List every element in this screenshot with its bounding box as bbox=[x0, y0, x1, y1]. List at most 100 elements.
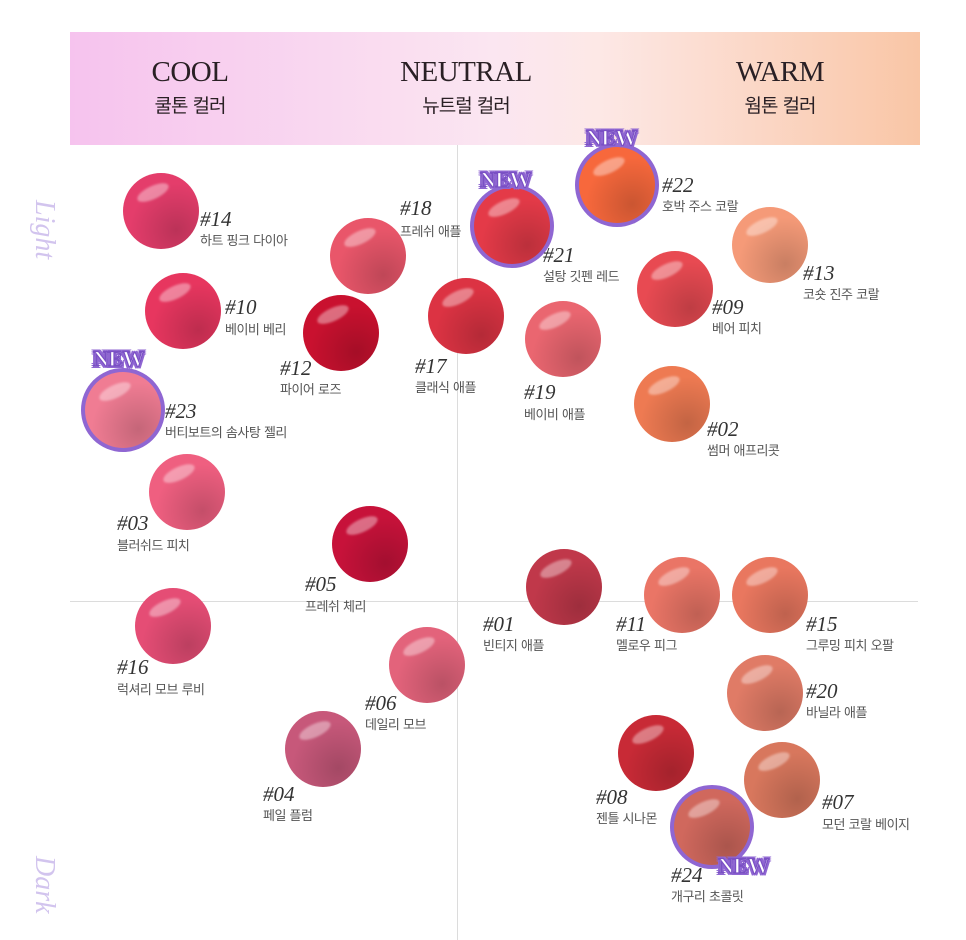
vertical-axis bbox=[457, 145, 458, 940]
light-axis-label: Light bbox=[29, 200, 60, 260]
swatch-circle-02 bbox=[634, 366, 710, 442]
swatch-circle-10 bbox=[145, 273, 221, 349]
swatch-circle-13 bbox=[732, 207, 808, 283]
swatch-shade bbox=[389, 627, 465, 703]
swatch-shade bbox=[85, 372, 161, 448]
swatch-number-14: #14 bbox=[200, 207, 232, 231]
swatch-number-17: #17 bbox=[415, 354, 447, 378]
swatch-name-02: 썸머 애프리콧 bbox=[707, 444, 780, 459]
swatch-shade bbox=[123, 173, 199, 249]
swatch-shade bbox=[285, 711, 361, 787]
swatch-number-21: #21 bbox=[543, 243, 575, 267]
warm-label: WARM bbox=[735, 56, 825, 88]
swatch-number-05: #05 bbox=[305, 572, 337, 596]
swatch-shade bbox=[330, 218, 406, 294]
swatch-name-13: 코숏 진주 코랄 bbox=[803, 288, 880, 303]
swatch-number-01: #01 bbox=[483, 612, 515, 636]
cool-column-header: COOL 쿨톤 컬러 bbox=[70, 56, 310, 120]
swatch-shade bbox=[303, 295, 379, 371]
swatch-name-05: 프레쉬 체리 bbox=[305, 600, 366, 615]
swatch-circle-18 bbox=[330, 218, 406, 294]
neutral-label-ko: 뉴트럴 컬러 bbox=[422, 95, 510, 117]
new-badge-24: NEW bbox=[717, 853, 770, 878]
swatch-circle-24 bbox=[674, 789, 750, 865]
swatch-shade bbox=[149, 454, 225, 530]
swatch-number-04: #04 bbox=[263, 782, 295, 806]
swatch-shade bbox=[732, 557, 808, 633]
swatch-name-07: 모던 코랄 베이지 bbox=[822, 818, 910, 833]
swatch-number-19: #19 bbox=[524, 380, 556, 404]
swatch-name-08: 젠틀 시나몬 bbox=[596, 812, 657, 827]
swatch-number-13: #13 bbox=[803, 261, 835, 285]
swatch-number-16: #16 bbox=[117, 655, 149, 679]
swatch-circle-06 bbox=[389, 627, 465, 703]
swatch-name-18: 프레쉬 애플 bbox=[400, 225, 461, 240]
swatch-shade bbox=[744, 742, 820, 818]
swatch-shade bbox=[644, 557, 720, 633]
swatch-circle-20 bbox=[727, 655, 803, 731]
swatch-shade bbox=[525, 301, 601, 377]
swatch-circle-01 bbox=[526, 549, 602, 625]
swatch-name-10: 베이비 베리 bbox=[225, 323, 286, 338]
swatch-number-20: #20 bbox=[806, 679, 838, 703]
swatch-name-17: 클래식 애플 bbox=[415, 381, 476, 396]
swatch-name-22: 호박 주스 코랄 bbox=[662, 200, 739, 215]
new-badge-21: NEW bbox=[479, 167, 532, 192]
cool-label: COOL bbox=[151, 56, 229, 88]
swatch-name-15: 그루밍 피치 오팔 bbox=[806, 639, 894, 654]
swatch-number-09: #09 bbox=[712, 295, 744, 319]
swatch-circle-16 bbox=[135, 588, 211, 664]
swatch-number-10: #10 bbox=[225, 295, 257, 319]
swatch-shade bbox=[674, 789, 750, 865]
swatch-shade bbox=[145, 273, 221, 349]
swatch-circle-22 bbox=[579, 147, 655, 223]
swatch-circle-17 bbox=[428, 278, 504, 354]
swatch-circle-11 bbox=[644, 557, 720, 633]
swatch-number-22: #22 bbox=[662, 173, 694, 197]
swatch-name-14: 하트 핑크 다이아 bbox=[200, 234, 288, 249]
cool-label-ko: 쿨톤 컬러 bbox=[154, 95, 227, 117]
swatch-name-19: 베이비 애플 bbox=[524, 408, 585, 423]
swatch-shade bbox=[727, 655, 803, 731]
swatch-name-11: 멜로우 피그 bbox=[616, 639, 677, 654]
swatch-name-16: 럭셔리 모브 루비 bbox=[117, 683, 205, 698]
swatch-shade bbox=[474, 188, 550, 264]
swatch-circle-23 bbox=[85, 372, 161, 448]
swatch-name-01: 빈티지 애플 bbox=[483, 639, 544, 654]
warm-label-ko: 웜톤 컬러 bbox=[744, 95, 817, 117]
swatch-number-11: #11 bbox=[616, 612, 646, 636]
swatch-shade bbox=[579, 147, 655, 223]
swatch-name-09: 베어 피치 bbox=[712, 322, 762, 337]
swatch-shade bbox=[634, 366, 710, 442]
swatch-circle-15 bbox=[732, 557, 808, 633]
swatch-shade bbox=[637, 251, 713, 327]
swatch-circle-12 bbox=[303, 295, 379, 371]
swatch-name-23: 버티보트의 솜사탕 젤리 bbox=[165, 426, 287, 441]
swatch-number-03: #03 bbox=[117, 511, 149, 535]
swatch-number-12: #12 bbox=[280, 356, 312, 380]
swatch-number-08: #08 bbox=[596, 785, 628, 809]
swatch-circle-19 bbox=[525, 301, 601, 377]
swatch-name-12: 파이어 로즈 bbox=[280, 383, 341, 398]
swatch-shade bbox=[526, 549, 602, 625]
swatch-shade bbox=[732, 207, 808, 283]
warm-column-header: WARM 웜톤 컬러 bbox=[660, 56, 900, 120]
new-badge-23: NEW bbox=[92, 346, 145, 371]
swatch-name-21: 설탕 깃펜 레드 bbox=[543, 270, 620, 285]
swatch-circle-21 bbox=[474, 188, 550, 264]
swatch-circle-08 bbox=[618, 715, 694, 791]
dark-axis-label: Dark bbox=[29, 856, 60, 914]
swatch-number-02: #02 bbox=[707, 417, 739, 441]
horizontal-axis bbox=[70, 601, 918, 602]
swatch-shade bbox=[135, 588, 211, 664]
swatch-name-20: 바닐라 애플 bbox=[806, 706, 867, 721]
swatch-shade bbox=[618, 715, 694, 791]
swatch-circle-04 bbox=[285, 711, 361, 787]
swatch-circle-03 bbox=[149, 454, 225, 530]
neutral-column-header: NEUTRAL 뉴트럴 컬러 bbox=[346, 56, 586, 120]
swatch-circle-09 bbox=[637, 251, 713, 327]
tone-header-band: COOL 쿨톤 컬러 NEUTRAL 뉴트럴 컬러 WARM 웜톤 컬러 bbox=[70, 32, 920, 145]
swatch-shade bbox=[332, 506, 408, 582]
swatch-number-24: #24 bbox=[671, 863, 703, 887]
swatch-circle-07 bbox=[744, 742, 820, 818]
